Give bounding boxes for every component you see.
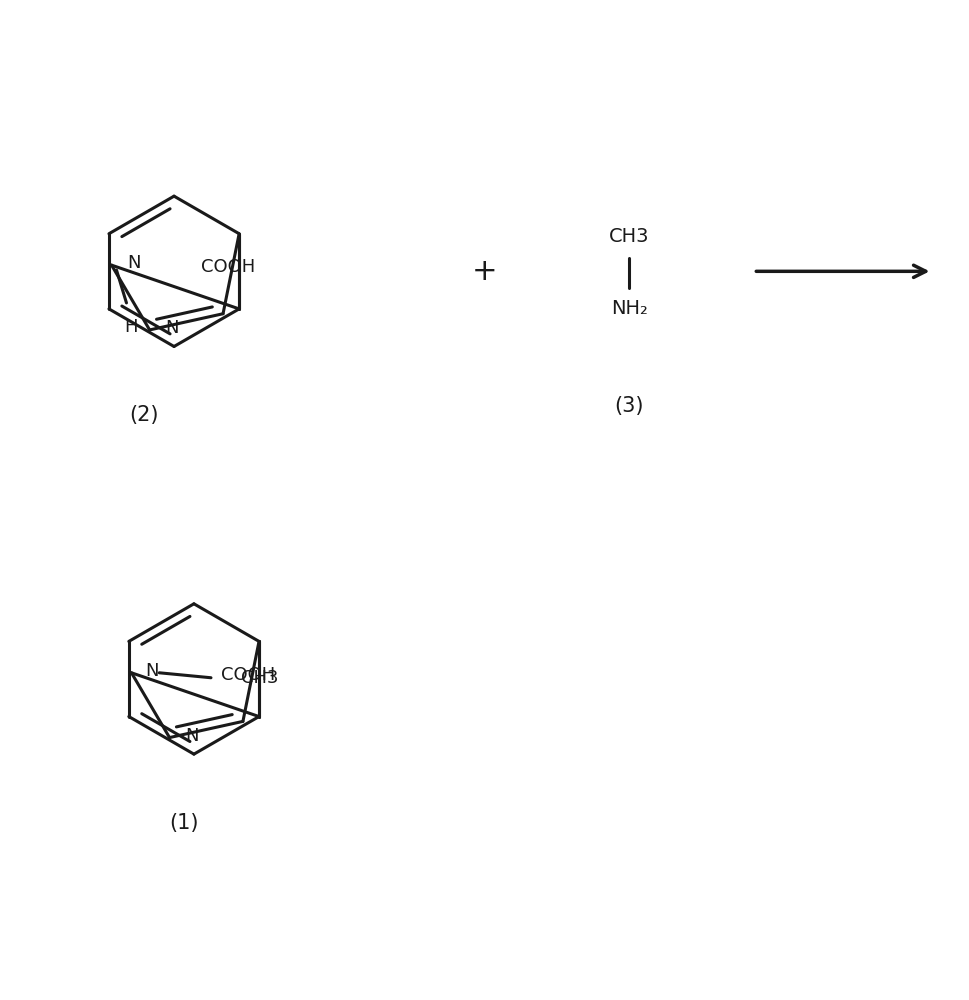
Text: +: + bbox=[472, 257, 497, 286]
Text: COOH: COOH bbox=[201, 258, 255, 276]
Text: (1): (1) bbox=[169, 813, 199, 833]
Text: N: N bbox=[166, 319, 179, 337]
Text: H: H bbox=[125, 318, 138, 336]
Text: COOH: COOH bbox=[221, 666, 275, 684]
Text: (3): (3) bbox=[613, 396, 643, 416]
Text: (2): (2) bbox=[129, 405, 159, 425]
Text: NH₂: NH₂ bbox=[610, 299, 647, 318]
Text: CH3: CH3 bbox=[240, 669, 278, 687]
Text: CH3: CH3 bbox=[609, 227, 649, 246]
Text: N: N bbox=[185, 727, 199, 745]
Text: N: N bbox=[127, 254, 141, 272]
Text: N: N bbox=[145, 662, 159, 680]
